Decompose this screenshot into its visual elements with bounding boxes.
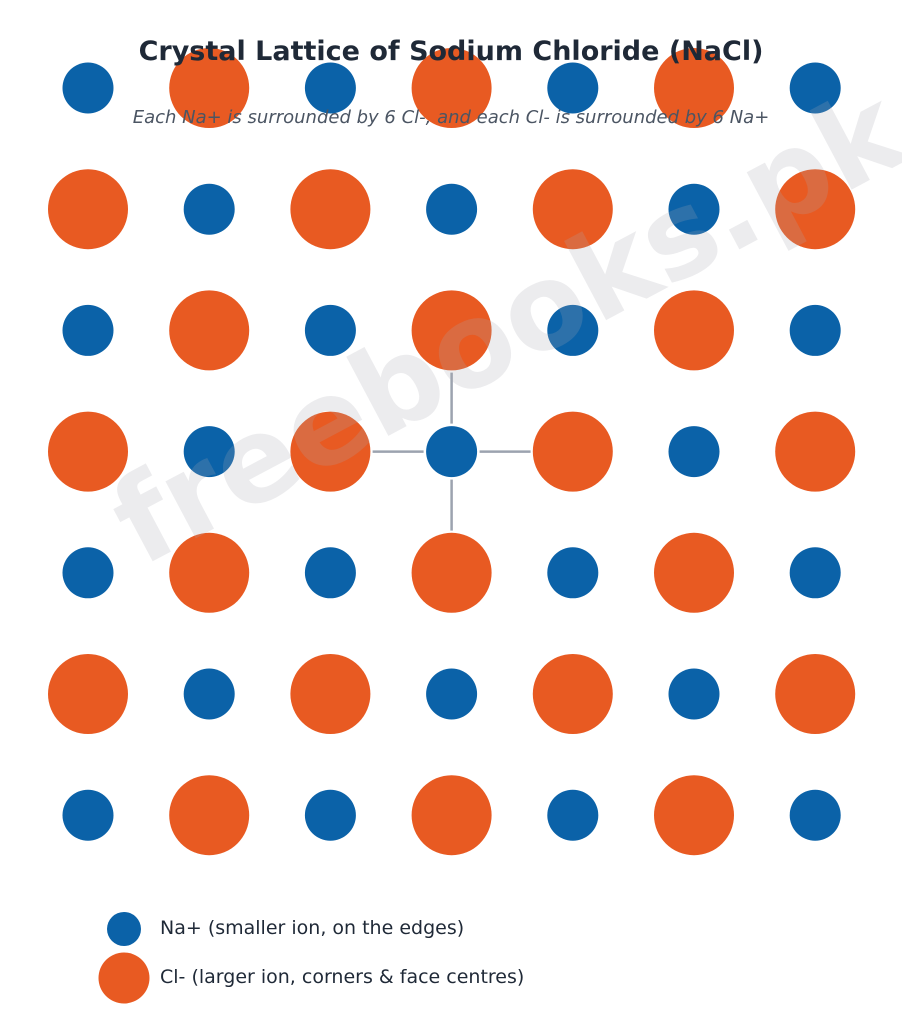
sodium-ion-r2-c4 — [547, 304, 599, 356]
sodium-ion-r6-c0 — [62, 789, 114, 841]
sodium-ion-r4-c0 — [62, 547, 114, 599]
chloride-ion-r6-c5 — [654, 775, 734, 856]
sodium-ion-r6-c6 — [789, 789, 841, 841]
page-title: Crystal Lattice of Sodium Chloride (NaCl… — [138, 36, 764, 67]
legend-marker-cl — [98, 952, 150, 1004]
sodium-ion-r2-c0 — [62, 304, 114, 356]
chloride-ion-r1-c2 — [290, 169, 371, 250]
page-subtitle: Each Na+ is surrounded by 6 Cl-, and eac… — [132, 107, 770, 128]
sodium-ion-r5-c3 — [426, 668, 478, 720]
chloride-ion-r0-c5 — [654, 48, 734, 128]
legend-label-cl: Cl- (larger ion, corners & face centres) — [160, 966, 525, 988]
sodium-ion-r5-c5 — [668, 668, 720, 720]
chloride-ion-r3-c2 — [290, 411, 371, 492]
sodium-ion-r1-c5 — [668, 183, 720, 235]
chloride-ion-r5-c4 — [532, 654, 613, 734]
sodium-ion-r6-c2 — [304, 789, 356, 841]
sodium-ion-r2-c6 — [789, 304, 841, 356]
sodium-ion-r4-c2 — [304, 547, 356, 599]
chloride-ion-r2-c3 — [411, 290, 492, 371]
chloride-ion-r4-c3 — [411, 532, 492, 613]
chloride-ion-r2-c5 — [654, 290, 734, 371]
chloride-ion-r6-c1 — [169, 775, 250, 856]
legend-label-na: Na+ (smaller ion, on the edges) — [160, 917, 465, 939]
chloride-ion-r0-c1 — [169, 48, 250, 128]
sodium-ion-r3-c5 — [668, 426, 720, 478]
chloride-ion-r5-c2 — [290, 654, 371, 734]
chloride-ion-r5-c0 — [48, 654, 128, 734]
chloride-ion-r4-c1 — [169, 532, 250, 613]
chloride-ion-r1-c0 — [48, 169, 128, 250]
sodium-ion-r4-c6 — [789, 547, 841, 599]
chloride-ion-r6-c3 — [411, 775, 492, 856]
sodium-ion-r3-c3 — [426, 426, 478, 478]
sodium-ion-r2-c2 — [304, 304, 356, 356]
sodium-ion-r1-c3 — [426, 183, 478, 235]
sodium-ion-r0-c2 — [304, 62, 356, 114]
chloride-ion-r0-c3 — [411, 48, 492, 128]
chloride-ion-r3-c0 — [48, 411, 128, 492]
sodium-ion-r0-c0 — [62, 62, 114, 114]
sodium-ion-r3-c1 — [183, 426, 235, 478]
chloride-ion-r1-c4 — [532, 169, 613, 250]
chloride-ion-r1-c6 — [775, 169, 856, 250]
sodium-ion-r6-c4 — [547, 789, 599, 841]
chloride-ion-r2-c1 — [169, 290, 250, 371]
chloride-ion-r5-c6 — [775, 654, 856, 734]
sodium-ion-r5-c1 — [183, 668, 235, 720]
sodium-ion-r0-c4 — [547, 62, 599, 114]
chloride-ion-r3-c4 — [532, 411, 613, 492]
legend-marker-na — [107, 912, 141, 946]
chloride-ion-r4-c5 — [654, 532, 734, 613]
sodium-ion-r0-c6 — [789, 62, 841, 114]
chloride-ion-r3-c6 — [775, 411, 856, 492]
sodium-ion-r1-c1 — [183, 183, 235, 235]
sodium-ion-r4-c4 — [547, 547, 599, 599]
